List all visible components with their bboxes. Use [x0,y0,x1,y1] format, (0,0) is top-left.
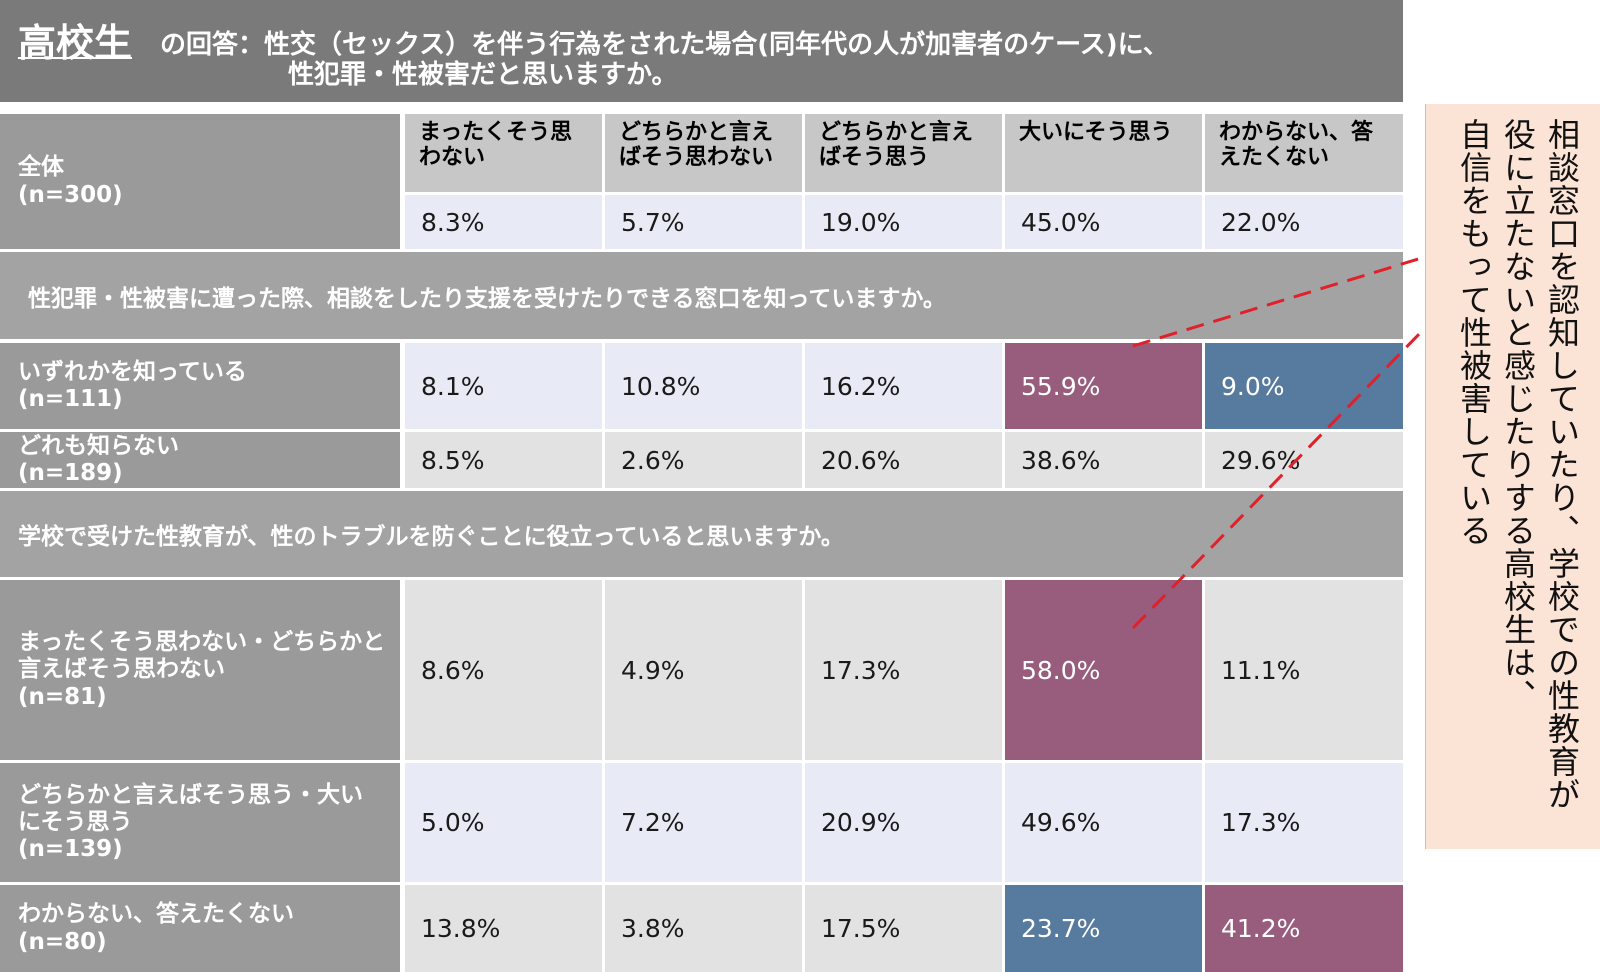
callout-line-3: 自信をもって性被害している [1455,118,1493,547]
value-s2r2c2: 7.2% [605,763,802,882]
value-s2r2c4: 49.6% [1005,763,1202,882]
row-label-s2r2: どちらかと言えばそう思う・大い にそう思う (n=139) [0,763,400,882]
callout-line-2: 役に立たないと感じたりする高校生は、 [1499,118,1537,712]
value-s2r1c1: 8.6% [405,580,602,760]
value-s2r1c4: 58.0% [1005,580,1202,760]
column-header-4: 大いにそう思う [1005,114,1202,192]
column-header-2: どちらかと言えばそう思わない [605,114,802,192]
callout-line-1: 相談窓口を認知していたり、学校での性教育が [1543,118,1581,811]
title-line-1: の回答：性交（セックス）を伴う行為をされた場合(同年代の人が加害者のケース)に、 [160,30,1169,60]
value-s2r3c3: 17.5% [805,885,1002,972]
column-header-3: どちらかと言えばそう思う [805,114,1002,192]
value-s2r3c4: 23.7% [1005,885,1202,972]
value-s2r2c5: 17.3% [1205,763,1403,882]
value-overall-col5: 22.0% [1205,195,1403,249]
connector-line-upper [1132,255,1426,348]
callout-box: 相談窓口を認知していたり、学校での性教育が 役に立たないと感じたりする高校生は、… [1425,104,1600,849]
value-s1r1c1: 8.1% [405,343,602,429]
value-s2r3c1: 13.8% [405,885,602,972]
title-prefix: 高校生 [18,21,133,65]
row-label-s2r1: まったくそう思わない・どちらかと 言えばそう思わない (n=81) [0,580,400,760]
value-s1r1c3: 16.2% [805,343,1002,429]
value-s1r1c2: 10.8% [605,343,802,429]
value-s2r2c3: 20.9% [805,763,1002,882]
value-overall-col3: 19.0% [805,195,1002,249]
value-s2r2c1: 5.0% [405,763,602,882]
value-s1r2c4: 38.6% [1005,432,1202,488]
connector-line-lower [1131,326,1427,630]
title-line-2: 性犯罪・性被害だと思いますか。 [288,60,678,90]
value-s1r2c5: 29.6% [1205,432,1403,488]
row-label-s2r3: わからない、答えたくない (n=80) [0,885,400,972]
row-label-s1r1: いずれかを知っている (n=111) [0,343,400,429]
value-s2r1c5: 11.1% [1205,580,1403,760]
value-s2r1c2: 4.9% [605,580,802,760]
section-heading-1: 性犯罪・性被害に遭った際、相談をしたり支援を受けたりできる窓口を知っていますか。 [0,252,1403,339]
row-label-s1r2: どれも知らない (n=189) [0,432,400,488]
value-s1r2c3: 20.6% [805,432,1002,488]
value-overall-col4: 45.0% [1005,195,1202,249]
value-s2r1c3: 17.3% [805,580,1002,760]
value-s1r2c1: 8.5% [405,432,602,488]
row-label-overall: 全体 (n=300) [0,114,400,249]
column-header-1: まったくそう思わない [405,114,602,192]
value-s2r3c5: 41.2% [1205,885,1403,972]
value-overall-col1: 8.3% [405,195,602,249]
value-s1r1c4: 55.9% [1005,343,1202,429]
value-overall-col2: 5.7% [605,195,802,249]
chart-title: 高校生 の回答：性交（セックス）を伴う行為をされた場合(同年代の人が加害者のケー… [0,0,1403,106]
section-heading-2: 学校で受けた性教育が、性のトラブルを防ぐことに役立っていると思いますか。 [0,491,1403,577]
value-s2r3c2: 3.8% [605,885,802,972]
column-header-5: わからない、答えたくない [1205,114,1403,192]
value-s1r2c2: 2.6% [605,432,802,488]
